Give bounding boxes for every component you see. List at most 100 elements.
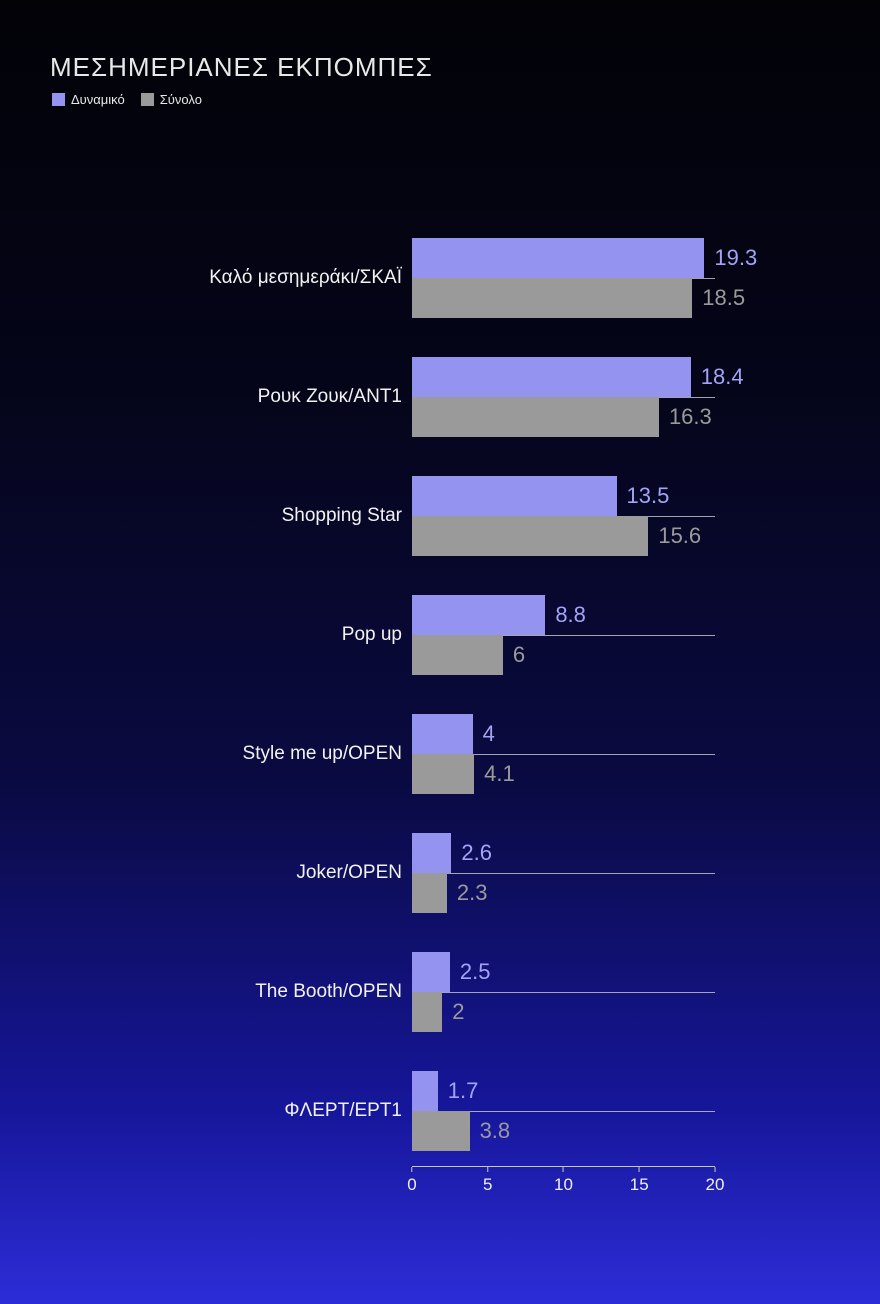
axis-tick: 0: [407, 1167, 417, 1195]
row-baseline: [412, 753, 715, 755]
bar-value: 4.1: [484, 760, 515, 786]
axis-tick: 10: [554, 1167, 573, 1195]
bar-line: 4: [412, 713, 715, 754]
tick-mark: [487, 1167, 489, 1172]
chart-title: ΜΕΣΗΜΕΡΙΑΝΕΣ ΕΚΠΟΜΠΕΣ: [50, 52, 433, 82]
bar-group: 1.7 3.8: [412, 1070, 715, 1151]
bar-group: 18.4 16.3: [412, 356, 744, 437]
bar-line: 4.1: [412, 753, 715, 794]
category-label: Joker/OPEN: [296, 861, 402, 883]
bar-synolo: [412, 515, 649, 556]
bar-synolo: [412, 753, 475, 794]
bar-group: 4 4.1: [412, 713, 715, 794]
chart-row: Pop up 8.8 6: [0, 575, 880, 694]
bar-value: 2: [452, 998, 465, 1024]
bar-group: 13.5 15.6: [412, 475, 715, 556]
chart-row: ΦΛΕΡΤ/ΕΡΤ1 1.7 3.8: [0, 1051, 880, 1170]
bar-line: 15.6: [412, 515, 715, 556]
chart-row: Καλό μεσημεράκι/ΣΚΑΪ 19.3 18.5: [0, 218, 880, 337]
tick-mark: [714, 1167, 716, 1172]
bar-synolo: [412, 991, 443, 1032]
bar-line: 6: [412, 634, 715, 675]
bar-value: 3.8: [479, 1117, 511, 1143]
bar-group: 8.8 6: [412, 594, 715, 675]
bar-line: 3.8: [412, 1110, 715, 1151]
category-label: Pop up: [341, 623, 402, 645]
chart-row: Style me up/OPEN 4 4.1: [0, 694, 880, 813]
bar-value: 8.8: [555, 601, 586, 627]
bar-synolo: [412, 872, 447, 913]
bar-dynamiko: [412, 832, 452, 873]
tick-mark: [411, 1167, 413, 1172]
category-label: Ρουκ Ζουκ/ΑΝΤ1: [257, 385, 402, 407]
chart-row: Ρουκ Ζουκ/ΑΝΤ1 18.4 16.3: [0, 337, 880, 456]
bar-value: 2.6: [461, 839, 492, 865]
tick-label: 15: [629, 1175, 649, 1194]
bar-dynamiko: [412, 1070, 438, 1111]
bar-line: 2.5: [412, 951, 715, 992]
tick-label: 10: [554, 1175, 573, 1194]
category-label: The Booth/OPEN: [255, 980, 402, 1002]
bar-dynamiko: [412, 951, 450, 992]
bar-line: 13.5: [412, 475, 715, 516]
legend-label-dynamiko: Δυναμικό: [71, 92, 125, 107]
bar-line: 2: [412, 991, 715, 1032]
bar-dynamiko: [412, 713, 473, 754]
bar-value: 2.5: [459, 958, 491, 984]
tick-mark: [562, 1167, 564, 1172]
tick-label: 0: [407, 1175, 417, 1194]
category-label: Shopping Star: [281, 504, 402, 526]
bar-value: 13.5: [626, 482, 670, 508]
legend-label-synolo: Σύνολο: [159, 92, 202, 107]
chart-row: Joker/OPEN 2.6 2.3: [0, 813, 880, 932]
bar-synolo: [412, 1110, 470, 1151]
axis-tick: 15: [630, 1167, 649, 1195]
bar-dynamiko: [412, 594, 546, 635]
bar-synolo: [412, 634, 503, 675]
legend-item-dynamiko: Δυναμικό: [52, 92, 125, 107]
bar-dynamiko: [412, 356, 691, 397]
tick-mark: [638, 1167, 640, 1172]
bar-synolo: [412, 396, 659, 437]
bar-dynamiko: [412, 237, 705, 278]
x-axis: 0 5 10 15 20: [407, 1166, 724, 1194]
bar-synolo: [412, 277, 693, 318]
bar-group: 2.5 2: [412, 951, 715, 1032]
bar-line: 2.6: [412, 832, 715, 873]
bar-value: 18.5: [702, 284, 746, 310]
row-baseline: [412, 872, 715, 874]
chart-row: The Booth/OPEN 2.5 2: [0, 932, 880, 1051]
bar-line: 18.5: [412, 277, 745, 318]
bar-line: 8.8: [412, 594, 715, 635]
bar-line: 18.4: [412, 356, 744, 397]
axis-tick: 5: [483, 1167, 492, 1195]
row-baseline: [412, 991, 715, 993]
bar-value: 16.3: [668, 403, 712, 429]
bar-line: 1.7: [412, 1070, 715, 1111]
bar-value: 19.3: [714, 244, 758, 270]
bar-value: 4: [482, 720, 495, 746]
bar-dynamiko: [412, 475, 617, 516]
tick-label: 5: [483, 1175, 493, 1194]
bar-value: 15.6: [658, 522, 702, 548]
legend: Δυναμικό Σύνολο: [52, 92, 202, 107]
legend-item-synolo: Σύνολο: [140, 92, 202, 107]
bar-group: 2.6 2.3: [412, 832, 715, 913]
row-baseline: [412, 634, 715, 636]
bar-value: 1.7: [447, 1077, 479, 1103]
legend-swatch-synolo: [140, 93, 154, 106]
bar-value: 6: [512, 641, 526, 667]
bar-value: 2.3: [456, 879, 488, 905]
category-label: Καλό μεσημεράκι/ΣΚΑΪ: [209, 266, 402, 288]
tick-label: 20: [705, 1175, 725, 1194]
row-baseline: [412, 1110, 715, 1112]
category-label: ΦΛΕΡΤ/ΕΡΤ1: [284, 1099, 402, 1121]
bar-line: 2.3: [412, 872, 715, 913]
category-label: Style me up/OPEN: [242, 742, 402, 764]
bar-value: 18.4: [700, 363, 744, 389]
bar-group: 19.3 18.5: [412, 237, 757, 318]
plot-rows: Καλό μεσημεράκι/ΣΚΑΪ 19.3 18.5 Ρουκ Ζουκ/ΑΝ…: [0, 218, 880, 1170]
bar-line: 16.3: [412, 396, 715, 437]
legend-swatch-dynamiko: [52, 93, 65, 106]
